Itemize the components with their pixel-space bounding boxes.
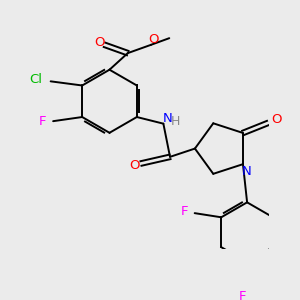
Text: N: N <box>163 112 172 125</box>
Text: F: F <box>181 205 188 218</box>
Text: Cl: Cl <box>29 73 42 86</box>
Text: O: O <box>271 113 281 126</box>
Text: F: F <box>238 290 246 300</box>
Text: N: N <box>242 165 251 178</box>
Text: O: O <box>148 33 159 46</box>
Text: O: O <box>129 159 140 172</box>
Text: H: H <box>170 115 180 128</box>
Text: F: F <box>39 115 46 128</box>
Text: O: O <box>94 36 105 49</box>
